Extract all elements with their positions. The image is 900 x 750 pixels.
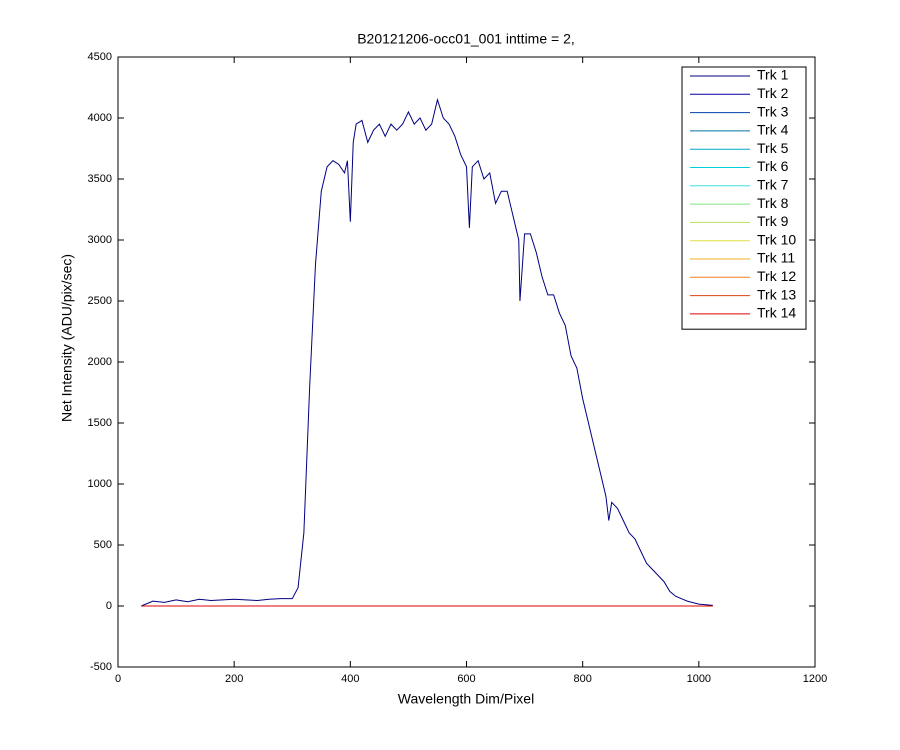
x-tick-label: 1200 [803, 673, 827, 685]
legend-label: Trk 12 [757, 268, 796, 284]
legend-label: Trk 2 [757, 85, 789, 101]
x-tick-label: 800 [573, 673, 591, 685]
legend-label: Trk 3 [757, 103, 789, 119]
legend-label: Trk 4 [757, 122, 789, 138]
y-tick-label: 4000 [88, 112, 112, 124]
y-tick-label: 1000 [88, 478, 112, 490]
legend-label: Trk 8 [757, 195, 789, 211]
y-tick-label: 3000 [88, 234, 112, 246]
legend-label: Trk 11 [757, 250, 795, 266]
x-tick-label: 400 [341, 673, 359, 685]
series-line [141, 97, 713, 607]
x-tick-label: 200 [225, 673, 243, 685]
chart-title: B20121206-occ01_001 inttime = 2, [357, 31, 575, 47]
legend-label: Trk 6 [757, 158, 789, 174]
y-tick-label: 3500 [88, 173, 112, 185]
y-tick-label: 500 [94, 539, 112, 551]
legend-label: Trk 13 [757, 286, 796, 302]
y-tick-label: 4500 [88, 51, 112, 63]
x-tick-label: 600 [457, 673, 475, 685]
legend-label: Trk 1 [757, 67, 789, 83]
x-axis-label: Wavelength Dim/Pixel [398, 691, 534, 707]
y-axis-label: Net Intensity (ADU/pix/sec) [59, 254, 75, 422]
y-tick-label: 1500 [88, 417, 112, 429]
y-tick-label: 0 [106, 600, 112, 612]
legend-label: Trk 14 [757, 305, 796, 321]
legend-label: Trk 7 [757, 177, 789, 193]
y-tick-label: -500 [90, 661, 112, 673]
legend-label: Trk 10 [757, 231, 796, 247]
legend-label: Trk 9 [757, 213, 789, 229]
legend-box [681, 66, 807, 330]
x-tick-label: 1000 [687, 673, 711, 685]
y-tick-label: 2000 [88, 356, 112, 368]
x-tick-label: 0 [115, 673, 121, 685]
legend-label: Trk 5 [757, 140, 789, 156]
y-tick-label: 2500 [88, 295, 112, 307]
